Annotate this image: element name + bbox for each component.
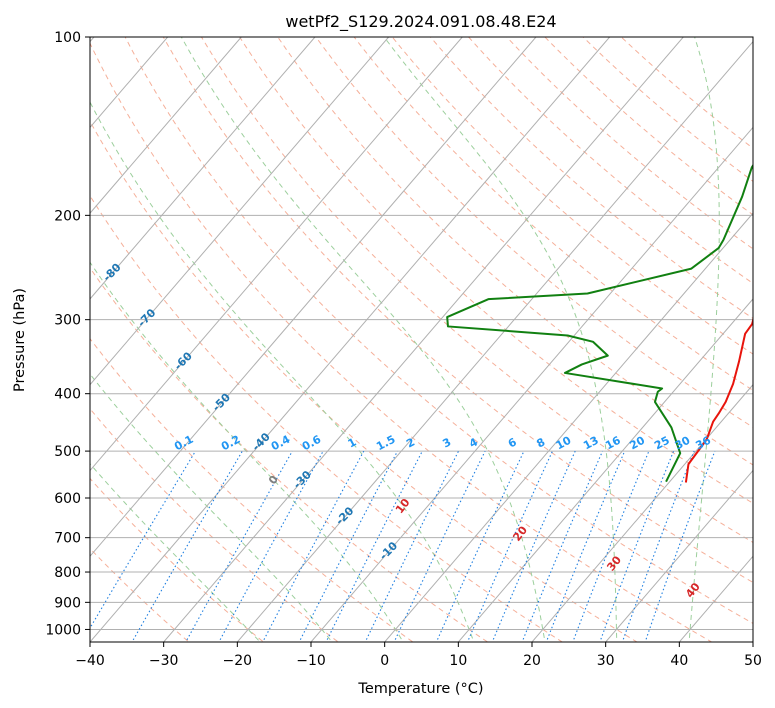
mixing-ratio-label: 10: [554, 434, 574, 453]
mixing-ratio-line: [90, 450, 196, 630]
dry-adiabat-line: [90, 42, 713, 642]
dry-adiabat-line: [90, 194, 564, 642]
isotherm-gridline: [310, 126, 753, 642]
mixing-ratio-line: [298, 450, 399, 642]
mixing-ratio-line: [466, 450, 554, 642]
isotherm-gridline: [90, 37, 242, 214]
x-tick-label: −10: [296, 653, 326, 669]
isotherm-gridline: [384, 212, 753, 642]
dewpoint-profile-line: [446, 163, 753, 483]
dry-adiabat-line: [124, 37, 753, 624]
x-tick-label: 20: [523, 653, 541, 669]
mixing-ratio-line: [621, 450, 695, 642]
moist-adiabat-line: [90, 462, 261, 642]
y-tick-label: 500: [54, 444, 81, 460]
isotherm-gridline: [605, 469, 753, 642]
y-tick-label: 600: [54, 491, 81, 507]
y-axis-title: Pressure (hPa): [12, 288, 28, 392]
mixing-ratio-label: 30: [673, 434, 693, 453]
temperature-profile-line: [684, 316, 753, 483]
y-tick-label: 900: [54, 595, 81, 611]
plot-area: -100-90-80-70-60-50-40-30-20-100.10.20.4…: [90, 37, 753, 642]
dry-adiabat-line: [200, 37, 753, 543]
dry-adiabat-line: [90, 120, 638, 642]
y-tick-label: 700: [54, 531, 81, 547]
dry-adiabat-line: [90, 267, 489, 642]
x-tick-label: 50: [744, 653, 762, 669]
dry-adiabat-line: [391, 37, 753, 355]
axes: −40 −30 −20 −10 0 10 20 30 40 50 100 200 300 400 500 60…: [45, 30, 762, 669]
isotherm-gridline: [90, 37, 390, 386]
y-tick-label: 400: [54, 387, 81, 403]
dry-adiabat-line: [162, 37, 753, 584]
mixing-ratio-line: [599, 450, 675, 642]
mixing-ratio-line: [572, 450, 650, 642]
dry-adiabat-line: [277, 37, 753, 466]
x-tick-label: −20: [223, 653, 253, 669]
mixing-ratio-label: 16: [603, 434, 623, 453]
y-tick-label: 300: [54, 313, 81, 329]
y-tick-label: 200: [54, 208, 81, 224]
mixing-ratio-line: [364, 450, 460, 642]
x-tick-label: 0: [380, 653, 389, 669]
mixing-ratio-line: [185, 450, 293, 642]
moist-adiabat-line: [383, 37, 618, 642]
x-tick-label: −30: [149, 653, 179, 669]
y-tick-label: 1000: [45, 622, 81, 638]
mixing-ratio-label: 36: [693, 434, 713, 453]
x-axis-title: Temperature (°C): [357, 681, 483, 697]
x-tick-label: 10: [449, 653, 467, 669]
dry-adiabat-line: [467, 37, 753, 284]
isotherm-gridline: [90, 37, 611, 642]
y-tick-label: 100: [54, 30, 81, 46]
isotherm-gridline: [90, 37, 537, 558]
moist-adiabat-line: [688, 37, 720, 642]
dry-adiabat-line: [315, 37, 753, 428]
dry-adiabat-line: [90, 547, 190, 642]
mixing-ratio-line: [491, 450, 576, 642]
y-tick-label: 800: [54, 565, 81, 581]
x-tick-label: 40: [670, 653, 688, 669]
mixing-ratio-line: [644, 450, 716, 642]
mixing-ratio-label: 13: [581, 434, 601, 453]
isotherm-gridline: [457, 298, 753, 642]
dry-adiabat-line: [90, 477, 265, 642]
mixing-ratio-label: 20: [627, 434, 647, 453]
x-tick-label: −40: [75, 653, 105, 669]
moist-adiabat-line: [90, 101, 475, 642]
isotherm-gridline: [236, 40, 753, 642]
isotherm-gridline: [531, 383, 753, 642]
moist-adiabat-line: [90, 261, 404, 642]
isotherm-gridline: [90, 37, 316, 300]
mixing-ratio-label: 25: [652, 434, 672, 453]
mixing-ratio-line: [325, 450, 423, 642]
isotherm-gridline: [163, 37, 684, 642]
chart-title: wetPf2_S129.2024.091.08.48.E24: [285, 12, 556, 32]
plot-frame: [89, 36, 754, 643]
moist-adiabat-line: [90, 373, 333, 642]
x-tick-label: 30: [597, 653, 615, 669]
isotherm-gridline: [90, 37, 463, 472]
dry-adiabat-line: [239, 37, 753, 504]
